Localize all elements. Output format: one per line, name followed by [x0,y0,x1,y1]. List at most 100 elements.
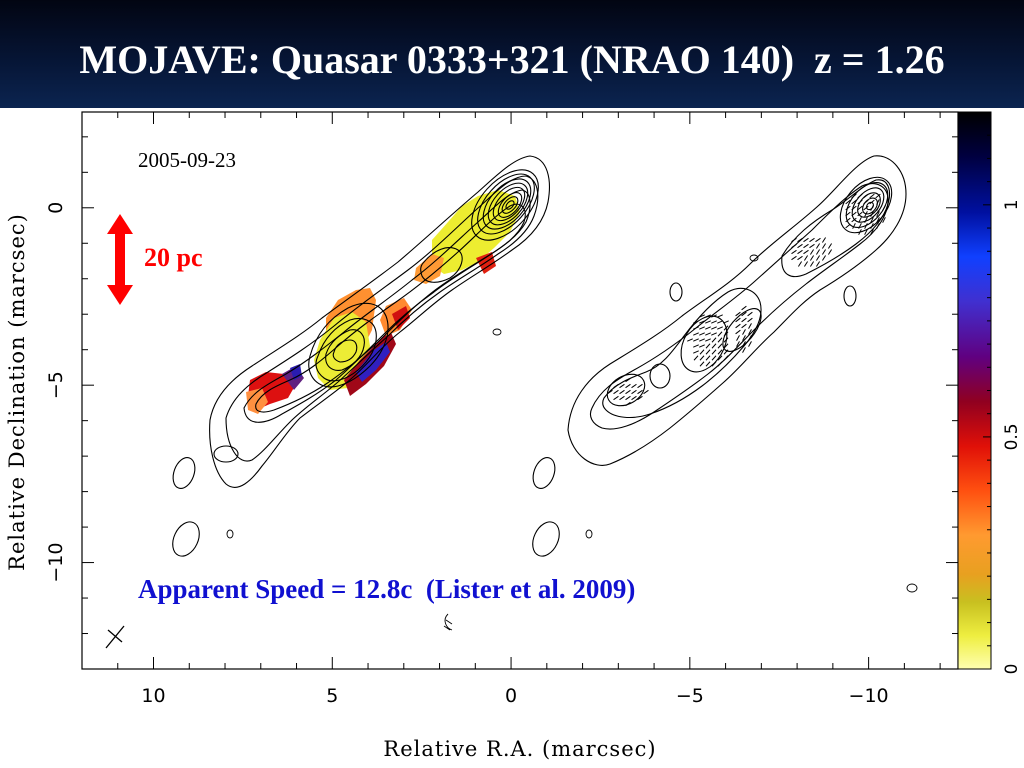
contour [532,521,560,557]
polarization-tick [705,320,711,324]
polarization-tick [711,349,717,355]
apparent-speed-label: Apparent Speed = 12.8c (Lister et al. 20… [138,574,635,604]
map-layer [105,155,918,649]
polarization-tick [723,343,729,349]
polarization-tick [741,311,747,317]
polarization-tick [882,211,886,217]
polarization-tick [815,249,821,255]
polarization-tick [631,389,637,395]
polarization-tick [699,355,705,361]
polarization-tick [643,389,649,395]
polarization-tick [748,341,752,347]
polarization-tick [693,320,699,324]
polarization-ticks [607,193,886,407]
polarization-tick [717,361,723,367]
polarization-tick [613,395,619,401]
polarization-tick [864,211,868,217]
polarization-tick [857,205,863,211]
polarization-tick [699,320,705,324]
scale-bar-arrow [107,214,133,305]
polarization-tick [741,323,747,329]
polarization-tick [797,237,803,243]
polarization-tick [625,401,631,407]
colorbar [957,111,992,670]
polarization-tick [809,243,815,249]
contour [839,176,893,234]
polarization-tick [699,314,705,318]
polarization-tick [735,311,741,317]
contour [226,529,234,539]
polarization-tick [748,323,752,329]
pol-patch-west-orange [246,388,268,414]
contour [471,169,539,241]
polarization-tick [717,331,723,337]
polarization-tick [717,349,723,355]
x-tick-label: −10 [849,685,889,707]
x-axis-title: Relative R.A. (marcsec) [383,737,656,761]
polarization-tick [711,320,717,324]
polarization-tick [748,329,752,335]
polarization-tick [699,332,705,336]
polarization-tick [815,237,821,243]
contour [845,182,889,228]
polarization-tick [851,193,857,199]
polarization-tick [693,350,699,354]
polarization-tick [845,205,851,211]
polarization-tick [705,326,711,330]
polarization-tick [809,249,815,255]
polarization-tick [821,249,827,255]
polarization-tick [864,217,868,223]
polarization-tick [870,217,874,223]
polarization-tick [625,389,631,395]
polarization-tick [851,217,857,223]
polarization-tick [845,199,851,205]
polarization-tick [857,193,863,199]
colorbar-tick-label: 1 [1002,199,1022,210]
pol-patch-core-orange [414,254,444,284]
polarization-tick [882,217,886,223]
y-tick-label: 0 [45,202,67,214]
polarization-tick [870,211,874,217]
polarization-tick [736,335,740,341]
polarization-tick [625,395,631,401]
contour [482,178,532,230]
contour [172,521,200,557]
polarization-tick [851,211,857,217]
polarization-tick [705,314,711,318]
contour [172,457,196,489]
contour [567,155,907,466]
polarization-tick [699,361,705,367]
polarization-tick [735,317,741,323]
polarization-tick [797,243,803,249]
polarization-tick [717,320,723,324]
polarization-tick [845,217,851,223]
polarization-tick [619,389,625,395]
polarization-tick [870,229,874,235]
polarization-tick [791,249,797,255]
beam-marker [105,625,125,649]
polarization-tick [876,205,880,211]
polarization-tick [717,326,723,330]
colorbar-ticks [983,134,991,647]
polarization-tick [741,305,747,311]
polarization-tick [742,329,746,335]
contour [722,308,762,352]
polarization-tick [693,332,699,336]
polarization-tick [803,249,809,255]
polarization-tick [809,237,815,243]
polarization-tick [869,199,875,205]
polarization-tick [852,223,856,229]
polarization-tick [876,223,880,229]
colorbar-labels: 00.51 [1002,199,1022,674]
polarization-tick [717,343,723,349]
polarization-tick [723,355,729,361]
polarization-tick [815,255,821,261]
polarization-tick [625,377,631,383]
polarization-tick [741,317,747,323]
polarization-tick [607,389,613,395]
y-tick-label: −10 [45,543,67,583]
polarization-tick [821,255,827,261]
polarization-tick [875,193,881,199]
polarization-tick [876,199,880,205]
slide-title: MOJAVE: Quasar 0333+321 (NRAO 140) z = 1… [79,37,945,82]
